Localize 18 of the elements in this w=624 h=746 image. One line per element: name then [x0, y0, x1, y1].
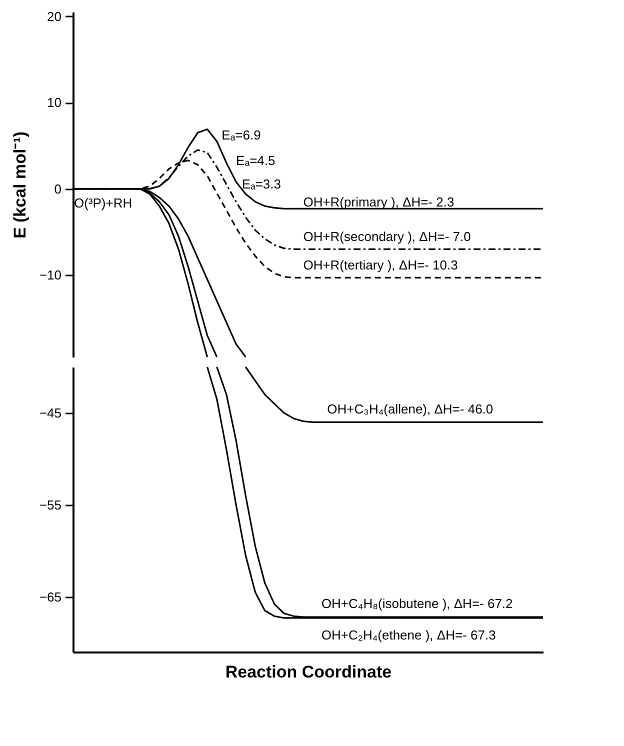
y-tick-label: 0	[54, 181, 62, 196]
annotation: OH+C₃H₄(allene), ΔH=- 46.0	[327, 401, 494, 416]
y-tick-label: −10	[39, 268, 62, 283]
y-tick-label: −65	[39, 589, 62, 604]
annotation: Eₐ=6.9	[222, 127, 261, 142]
annotation: OH+R(secondary ), ΔH=- 7.0	[303, 229, 471, 244]
y-axis-title: E (kcal mol⁻¹)	[10, 131, 30, 239]
annotation: Eₐ=4.5	[236, 153, 276, 168]
annotation: O(³P)+RH	[74, 195, 132, 210]
annotation: OH+R(tertiary ), ΔH=- 10.3	[303, 258, 458, 273]
annotation: Eₐ=3.3	[242, 176, 281, 192]
y-tick-label: 20	[47, 8, 62, 24]
annotation: OH+C₂H₄(ethene ), ΔH=- 67.3	[321, 627, 496, 642]
annotation: OH+C₄H₈(isobutene ), ΔH=- 67.2	[321, 596, 513, 612]
y-tick-label: 10	[47, 95, 62, 110]
y-tick-label: −55	[39, 497, 62, 512]
x-axis-title: Reaction Coordinate	[225, 662, 392, 682]
y-tick-label: −45	[39, 405, 62, 420]
